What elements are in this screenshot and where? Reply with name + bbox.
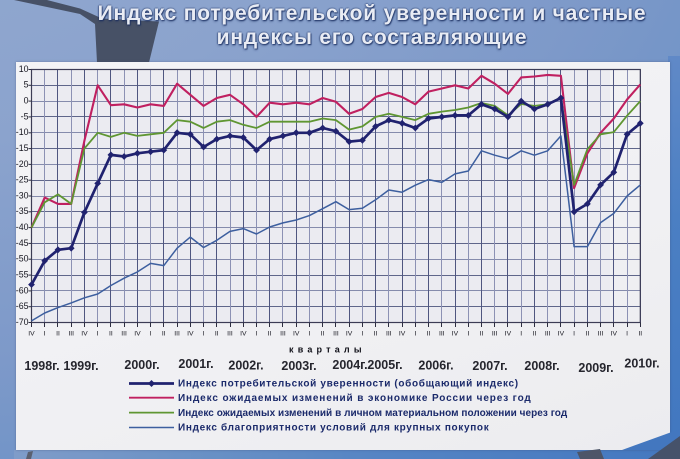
svg-text:IV: IV — [505, 331, 512, 338]
svg-text:IV: IV — [346, 331, 353, 338]
svg-text:-70: -70 — [16, 317, 29, 327]
svg-text:-20: -20 — [16, 159, 29, 169]
svg-text:-50: -50 — [16, 254, 29, 264]
svg-text:IV: IV — [187, 331, 194, 338]
svg-text:III: III — [598, 331, 604, 338]
svg-text:5: 5 — [24, 80, 29, 90]
svg-text:I: I — [361, 331, 363, 338]
svg-text:-10: -10 — [16, 127, 29, 137]
svg-text:IV: IV — [293, 331, 300, 338]
svg-text:-60: -60 — [16, 285, 29, 295]
svg-text:IV: IV — [611, 331, 618, 338]
svg-text:1998г.: 1998г. — [24, 359, 59, 373]
svg-text:III: III — [386, 331, 392, 338]
svg-text:2002г.: 2002г. — [228, 359, 263, 373]
svg-text:IV: IV — [81, 331, 88, 338]
svg-text:-45: -45 — [16, 238, 29, 248]
svg-text:IV: IV — [134, 331, 141, 338]
svg-text:IV: IV — [28, 331, 35, 338]
svg-text:2000г.: 2000г. — [124, 358, 159, 372]
svg-text:II: II — [374, 331, 378, 338]
svg-text:2009г.: 2009г. — [578, 361, 613, 375]
svg-text:II: II — [268, 331, 272, 338]
svg-text:I: I — [97, 331, 99, 338]
svg-text:10: 10 — [19, 64, 29, 74]
svg-text:-5: -5 — [21, 111, 29, 121]
svg-text:Индекс потребительской уверенн: Индекс потребительской уверенности (обоб… — [178, 378, 519, 390]
svg-text:III: III — [333, 331, 339, 338]
svg-text:2007г.: 2007г. — [472, 359, 507, 373]
svg-text:Индекс ожидаемых изменений в э: Индекс ожидаемых изменений в экономике Р… — [178, 393, 532, 404]
svg-text:II: II — [162, 331, 166, 338]
svg-text:-15: -15 — [16, 143, 29, 153]
svg-text:2006г.: 2006г. — [418, 359, 453, 373]
svg-text:I: I — [626, 331, 628, 338]
svg-text:I: I — [256, 331, 258, 338]
svg-text:I: I — [203, 331, 205, 338]
svg-text:III: III — [492, 331, 498, 338]
svg-text:I: I — [44, 331, 46, 338]
svg-text:I: I — [467, 331, 469, 338]
svg-text:2005г.: 2005г. — [367, 358, 402, 372]
svg-text:-65: -65 — [16, 301, 29, 311]
svg-text:2001г.: 2001г. — [178, 357, 213, 371]
svg-text:III: III — [68, 331, 74, 338]
svg-text:I: I — [414, 331, 416, 338]
svg-text:I: I — [573, 331, 575, 338]
svg-text:Индекс ожидаемых изменений в л: Индекс ожидаемых изменений в личном мате… — [178, 408, 568, 419]
svg-text:2003г.: 2003г. — [281, 359, 316, 373]
svg-text:III: III — [545, 331, 551, 338]
svg-text:0: 0 — [24, 96, 29, 106]
svg-text:III: III — [121, 331, 127, 338]
svg-text:кварталы: кварталы — [289, 345, 366, 355]
svg-text:III: III — [280, 331, 286, 338]
svg-text:2004г.: 2004г. — [332, 358, 367, 372]
svg-text:III: III — [174, 331, 180, 338]
svg-text:II: II — [533, 331, 537, 338]
svg-text:-30: -30 — [16, 190, 29, 200]
svg-text:II: II — [321, 331, 325, 338]
svg-text:I: I — [308, 331, 310, 338]
svg-text:II: II — [480, 331, 484, 338]
svg-text:-25: -25 — [16, 175, 29, 185]
svg-text:IV: IV — [452, 331, 459, 338]
svg-text:IV: IV — [558, 331, 565, 338]
svg-text:Индекс благоприятности условий: Индекс благоприятности условий для крупн… — [178, 422, 490, 434]
svg-text:1999г.: 1999г. — [63, 359, 98, 373]
svg-text:-55: -55 — [16, 270, 29, 280]
svg-text:IV: IV — [240, 331, 247, 338]
svg-text:-40: -40 — [16, 222, 29, 232]
svg-text:2010г.: 2010г. — [624, 357, 659, 371]
svg-text:II: II — [56, 331, 60, 338]
svg-text:II: II — [215, 331, 219, 338]
svg-text:IV: IV — [399, 331, 406, 338]
svg-text:II: II — [586, 331, 590, 338]
svg-text:III: III — [439, 331, 445, 338]
svg-text:II: II — [109, 331, 113, 338]
svg-text:III: III — [227, 331, 233, 338]
svg-text:I: I — [150, 331, 152, 338]
svg-text:-35: -35 — [16, 206, 29, 216]
svg-text:II: II — [427, 331, 431, 338]
svg-text:I: I — [520, 331, 522, 338]
svg-text:II: II — [638, 331, 642, 338]
svg-text:2008г.: 2008г. — [524, 359, 559, 373]
